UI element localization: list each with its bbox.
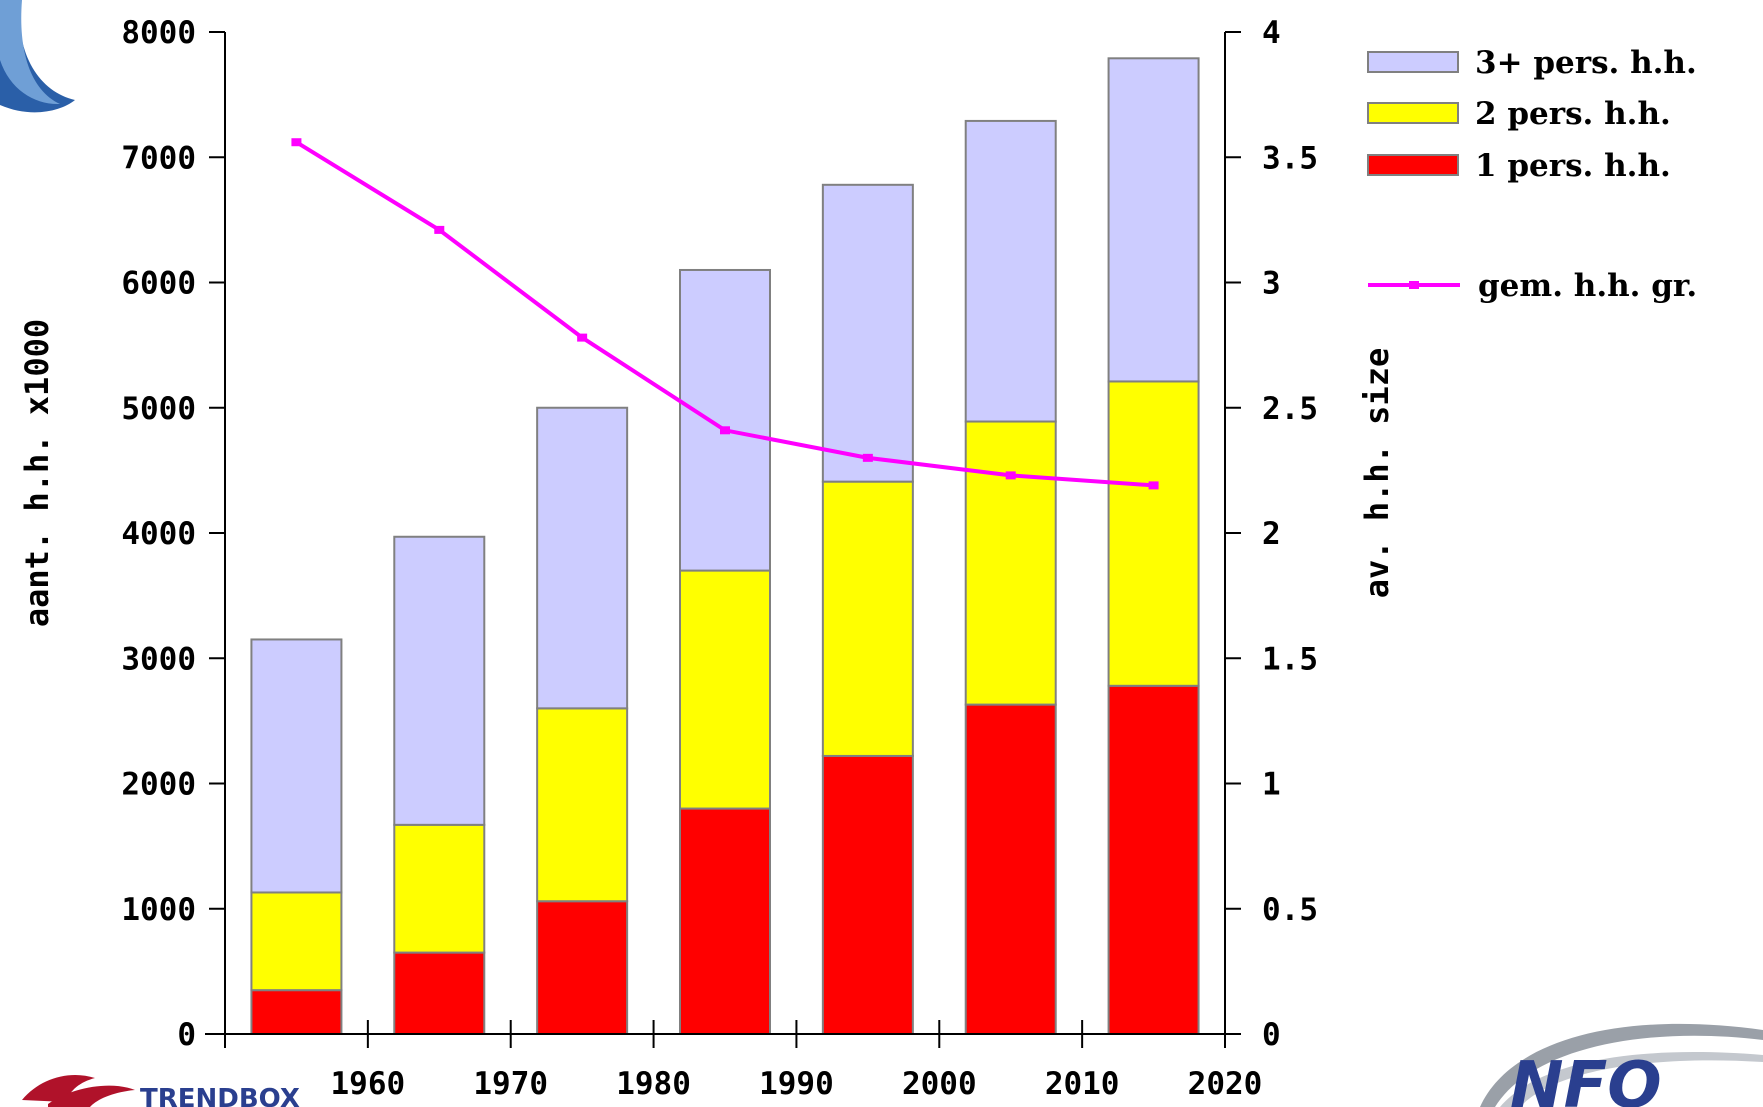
x-tick-label: 2020 bbox=[1188, 1066, 1263, 1102]
bottom-left-logo-text: TRENDBOX bbox=[140, 1084, 300, 1107]
right-tick-label: 0.5 bbox=[1262, 892, 1318, 928]
right-tick-label: 0 bbox=[1262, 1017, 1281, 1053]
bar-segment bbox=[821, 480, 914, 757]
line-point bbox=[862, 453, 873, 462]
bar-segment bbox=[964, 119, 1057, 423]
right-tick-label: 2.5 bbox=[1262, 391, 1318, 427]
left-tick-label: 0 bbox=[177, 1017, 196, 1053]
legend-swatch bbox=[1367, 102, 1459, 124]
legend-label: 1 pers. h.h. bbox=[1475, 148, 1671, 184]
bar-segment bbox=[964, 420, 1057, 706]
legend-label: 3+ pers. h.h. bbox=[1475, 45, 1697, 81]
bar-segment bbox=[393, 951, 486, 1036]
line-point bbox=[434, 225, 445, 234]
bar-segment bbox=[679, 569, 771, 810]
legend: 3+ pers. h.h. 2 pers. h.h. 1 pers. h.h. gem… bbox=[1367, 45, 1697, 304]
left-tick-label: 5000 bbox=[121, 391, 196, 427]
bottom-right-logo-text: NFO bbox=[1510, 1049, 1662, 1107]
bar-segment bbox=[393, 535, 486, 826]
bar-segment bbox=[679, 268, 771, 572]
line-layer bbox=[291, 138, 1159, 490]
bar-segment bbox=[536, 406, 629, 710]
right-tick-label: 2 bbox=[1262, 516, 1281, 552]
x-tick-label: 2010 bbox=[1045, 1066, 1120, 1102]
legend-label: gem. h.h. gr. bbox=[1478, 268, 1697, 304]
bar-segment bbox=[1107, 380, 1200, 687]
line-point bbox=[720, 426, 730, 435]
bar-segment bbox=[536, 707, 629, 903]
legend-line-marker bbox=[1409, 281, 1419, 289]
line-point bbox=[291, 138, 302, 147]
axes-layer: 0 1000 2000 3000 4000 5000 6000 7000 8000 0 0.5 1 1.… bbox=[121, 15, 1318, 1102]
bar-segment bbox=[1107, 57, 1200, 383]
line-point bbox=[1005, 471, 1016, 480]
bar-segment bbox=[536, 900, 629, 1035]
bar-segment bbox=[679, 807, 771, 1035]
bar-segment bbox=[250, 891, 343, 992]
x-tick-label: 1980 bbox=[616, 1066, 691, 1102]
x-tick-label: 1960 bbox=[331, 1066, 406, 1102]
left-tick-label: 6000 bbox=[121, 266, 196, 302]
bottom-right-logo: NFO bbox=[1480, 1023, 1763, 1107]
bar-segment bbox=[821, 754, 914, 1035]
right-axis-title: av. h.h. size bbox=[1358, 348, 1396, 598]
bottom-left-logo: TRENDBOX bbox=[22, 1074, 300, 1107]
bar-segment bbox=[250, 989, 343, 1035]
bar-segment bbox=[1107, 684, 1200, 1035]
line-point bbox=[1148, 481, 1159, 490]
x-tick-label: 1970 bbox=[473, 1066, 548, 1102]
x-tick-label: 1990 bbox=[759, 1066, 834, 1102]
legend-label: 2 pers. h.h. bbox=[1475, 96, 1671, 132]
right-tick-label: 3 bbox=[1262, 266, 1281, 302]
bar-segment bbox=[393, 823, 486, 954]
right-tick-label: 1.5 bbox=[1262, 641, 1318, 677]
bar-segment bbox=[821, 183, 914, 483]
left-tick-label: 4000 bbox=[121, 516, 196, 552]
left-tick-label: 1000 bbox=[121, 892, 196, 928]
left-axis-title: aant. h.h. x1000 bbox=[18, 319, 56, 627]
bar-segment bbox=[250, 638, 343, 894]
right-tick-label: 1 bbox=[1262, 767, 1281, 803]
left-tick-label: 3000 bbox=[121, 641, 196, 677]
legend-swatch bbox=[1367, 154, 1459, 176]
top-left-logo-swoosh bbox=[0, 0, 75, 113]
bars-layer bbox=[250, 57, 1200, 1036]
left-tick-label: 7000 bbox=[121, 140, 196, 176]
right-tick-label: 4 bbox=[1262, 15, 1281, 51]
left-tick-label: 8000 bbox=[121, 15, 196, 51]
legend-swatch bbox=[1367, 51, 1459, 73]
right-tick-label: 3.5 bbox=[1262, 140, 1318, 176]
bar-segment bbox=[964, 703, 1057, 1036]
x-tick-label: 2000 bbox=[902, 1066, 977, 1102]
left-tick-label: 2000 bbox=[121, 767, 196, 803]
line-point bbox=[577, 333, 588, 342]
